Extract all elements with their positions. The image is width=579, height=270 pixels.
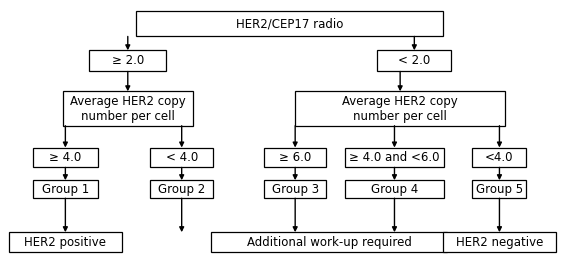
Text: <4.0: <4.0 xyxy=(485,151,514,164)
Text: Group 1: Group 1 xyxy=(42,183,89,196)
FancyBboxPatch shape xyxy=(345,148,444,167)
Text: Group 2: Group 2 xyxy=(158,183,206,196)
FancyBboxPatch shape xyxy=(33,180,98,198)
FancyBboxPatch shape xyxy=(345,180,444,198)
Text: ≥ 2.0: ≥ 2.0 xyxy=(112,55,144,68)
FancyBboxPatch shape xyxy=(264,180,327,198)
Text: Average HER2 copy
number per cell: Average HER2 copy number per cell xyxy=(342,94,458,123)
FancyBboxPatch shape xyxy=(295,91,505,126)
Text: < 2.0: < 2.0 xyxy=(398,55,430,68)
FancyBboxPatch shape xyxy=(211,232,447,252)
FancyBboxPatch shape xyxy=(151,180,213,198)
FancyBboxPatch shape xyxy=(33,148,98,167)
FancyBboxPatch shape xyxy=(378,50,451,72)
FancyBboxPatch shape xyxy=(264,148,327,167)
Text: Additional work-up required: Additional work-up required xyxy=(247,236,412,249)
Text: ≥ 4.0: ≥ 4.0 xyxy=(49,151,82,164)
FancyBboxPatch shape xyxy=(151,148,213,167)
Text: HER2 negative: HER2 negative xyxy=(456,236,543,249)
FancyBboxPatch shape xyxy=(472,148,526,167)
Text: Group 4: Group 4 xyxy=(371,183,418,196)
FancyBboxPatch shape xyxy=(63,91,193,126)
FancyBboxPatch shape xyxy=(443,232,556,252)
Text: HER2 positive: HER2 positive xyxy=(24,236,107,249)
Text: Group 3: Group 3 xyxy=(272,183,318,196)
Text: < 4.0: < 4.0 xyxy=(166,151,198,164)
Text: Group 5: Group 5 xyxy=(476,183,523,196)
FancyBboxPatch shape xyxy=(136,11,443,36)
FancyBboxPatch shape xyxy=(9,232,122,252)
FancyBboxPatch shape xyxy=(472,180,526,198)
Text: ≥ 4.0 and <6.0: ≥ 4.0 and <6.0 xyxy=(349,151,439,164)
Text: ≥ 6.0: ≥ 6.0 xyxy=(279,151,312,164)
FancyBboxPatch shape xyxy=(90,50,166,72)
Text: HER2/CEP17 radio: HER2/CEP17 radio xyxy=(236,17,343,30)
Text: Average HER2 copy
number per cell: Average HER2 copy number per cell xyxy=(70,94,186,123)
